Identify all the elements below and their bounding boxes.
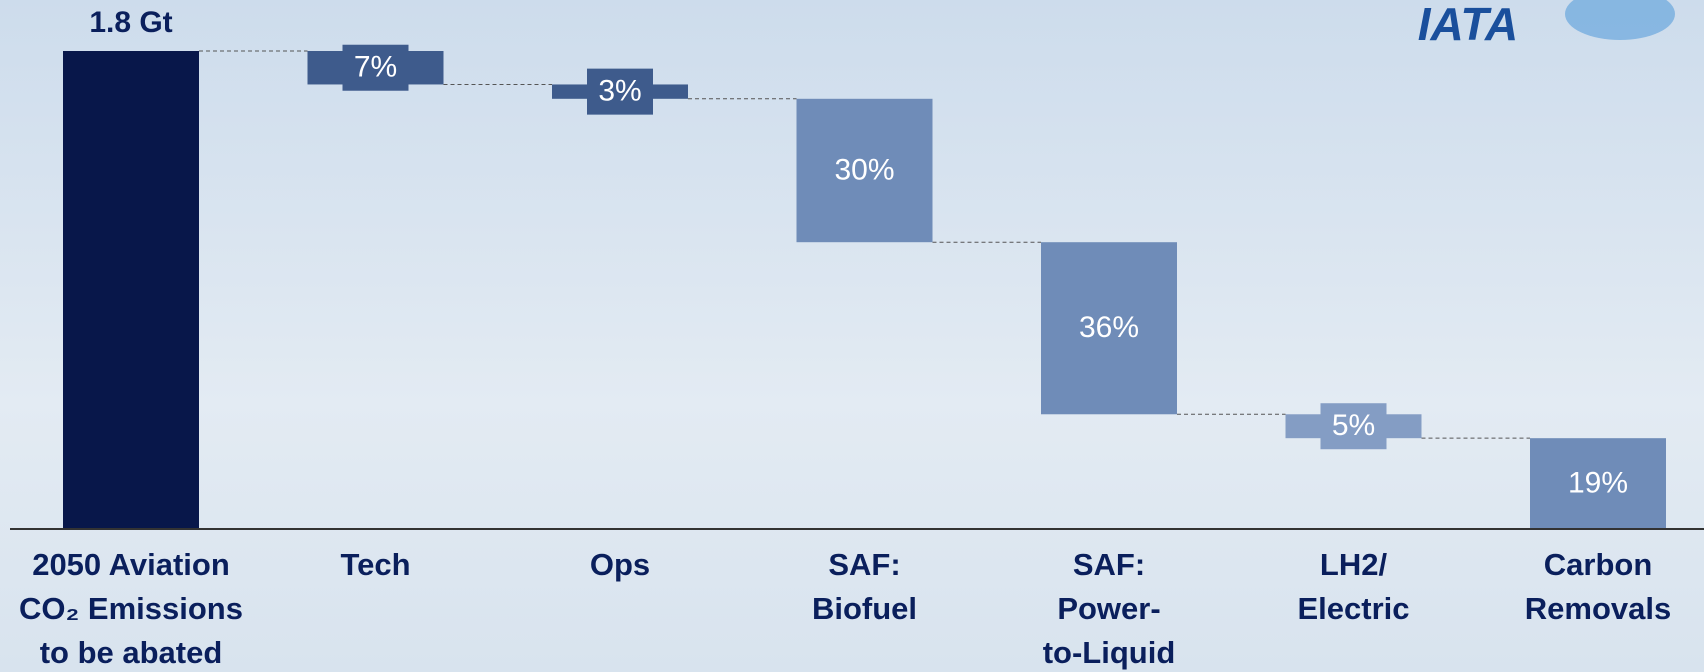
logo-mark: [1565, 0, 1675, 40]
total-label: 1.8 Gt: [89, 6, 172, 39]
x-tick-label: Ops: [590, 547, 650, 582]
bar: [1530, 438, 1666, 529]
x-tick-label: SAF:: [1073, 547, 1145, 582]
x-tick-label: to be abated: [40, 635, 223, 670]
x-tick-label: LH2/: [1320, 547, 1388, 582]
x-tick-label: Removals: [1525, 591, 1671, 626]
label-box: [1320, 403, 1387, 450]
x-tick-label: CO₂ Emissions: [19, 591, 243, 626]
x-tick-label: Biofuel: [812, 591, 917, 626]
x-tick-label: SAF:: [828, 547, 900, 582]
total-bar: [63, 51, 199, 529]
value-label: 3%: [598, 75, 641, 108]
value-label: 19%: [1568, 467, 1628, 500]
value-label: 36%: [1079, 311, 1139, 344]
label-box: [342, 44, 409, 91]
x-tick-label: Tech: [340, 547, 410, 582]
x-tick-label: Power-: [1057, 591, 1160, 626]
value-label: 5%: [1332, 409, 1375, 442]
x-tick-label: to-Liquid: [1043, 635, 1176, 670]
x-tick-label: Electric: [1297, 591, 1409, 626]
bar: [1041, 242, 1177, 415]
bar: [796, 98, 933, 243]
x-tick-label: Carbon: [1544, 547, 1653, 582]
logo: IATA: [1418, 0, 1519, 50]
value-label: 7%: [354, 51, 397, 84]
x-tick-label: 2050 Aviation: [32, 547, 230, 582]
value-label: 30%: [834, 153, 894, 186]
label-box: [587, 68, 653, 115]
